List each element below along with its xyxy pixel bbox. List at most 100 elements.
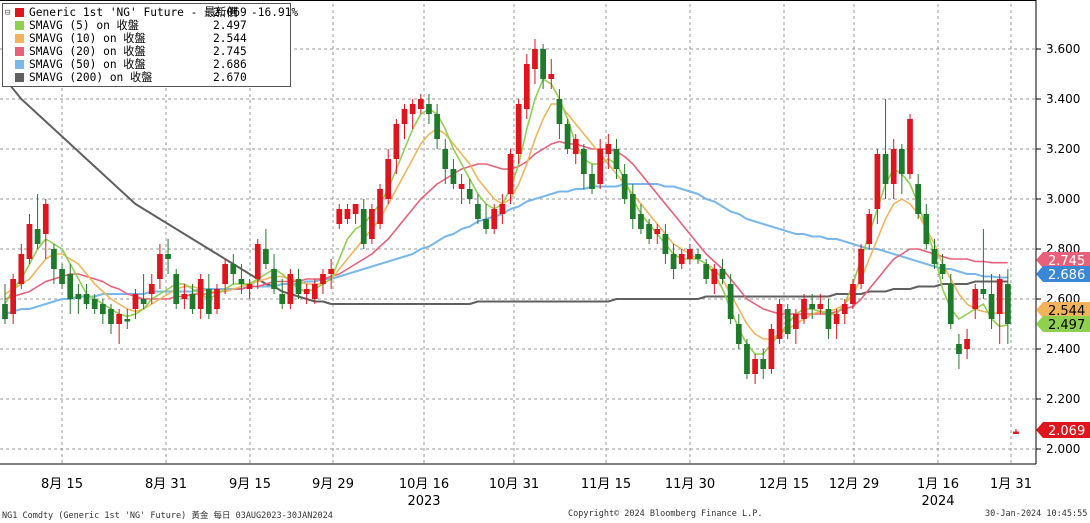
candle-body [409, 104, 416, 114]
x-tick-label: 8月 15 [41, 477, 83, 492]
candle-body [996, 279, 1003, 314]
legend-row: ⊟ Generic 1st 'NG' Future - 最新價 2.069 -16.9… [5, 6, 298, 19]
candle-body [99, 304, 106, 314]
candle-body [581, 149, 587, 174]
x-tick-label: 11月 30 [665, 477, 715, 492]
candle-body [956, 344, 962, 354]
candle-body [833, 314, 840, 324]
candle-body [442, 149, 449, 169]
candlesticks [2, 39, 1019, 434]
candle-body [825, 309, 832, 329]
year-label: 2023 [407, 494, 440, 509]
candle-body [654, 229, 661, 234]
candle-body [793, 314, 799, 329]
candle-body [760, 359, 767, 369]
candle-body [687, 249, 693, 259]
candle-body [540, 49, 546, 79]
candle-body [507, 154, 514, 194]
candle-body [719, 269, 726, 279]
candle-body [2, 304, 8, 319]
moving-average-lines [4, 78, 1008, 355]
candle-body [393, 124, 400, 159]
candle-body [711, 269, 718, 284]
legend-value: 2.670 [213, 71, 247, 84]
value-badge-label: 2.069 [1048, 424, 1085, 439]
candle-body [173, 274, 180, 304]
candle-body [907, 119, 913, 174]
candle-body [458, 184, 465, 189]
candle-body [401, 109, 408, 124]
x-tick-label: 9月 15 [229, 477, 271, 492]
value-badge [1036, 252, 1090, 268]
candle-body [311, 284, 318, 299]
candle-body [132, 294, 139, 309]
candle-body [466, 189, 473, 199]
value-badge-label: 2.745 [1048, 254, 1085, 269]
candle-body [980, 289, 987, 294]
candle-body [287, 274, 294, 304]
candle-body [646, 224, 652, 239]
value-badge [1036, 316, 1090, 332]
legend-value: 2.686 [213, 58, 247, 71]
legend-value: 2.497 [213, 19, 247, 32]
chart-legend: ⊟ Generic 1st 'NG' Future - 最新價 2.069 -16.9… [2, 3, 298, 87]
x-tick-label: 12月 29 [829, 477, 879, 492]
candle-body [1004, 284, 1011, 324]
candle-body [670, 254, 677, 269]
candle-body [784, 309, 791, 334]
candle-body [360, 209, 367, 244]
candle-body [181, 294, 188, 299]
candle-body [108, 309, 114, 324]
candle-body [890, 149, 897, 184]
candle-body [572, 139, 579, 154]
legend-change: -16.91% [251, 6, 299, 19]
candle-body [972, 289, 979, 309]
legend-row: ⊟SMAVG (200) on 收盤2.670 [5, 71, 290, 84]
candle-body [817, 304, 824, 309]
candle-body [703, 264, 710, 279]
candle-body [678, 254, 685, 264]
candle-body [328, 269, 334, 274]
legend-row: ⊟SMAVG (20) on 收盤2.745 [5, 45, 290, 58]
footer-ticker: NG1 Comdty (Generic 1st 'NG' Future) 黃金 … [2, 511, 333, 521]
x-tick-label: 10月 16 [399, 477, 449, 492]
legend-swatch [15, 34, 24, 43]
x-tick-label: 1月 16 [917, 477, 959, 492]
legend-row: ⊟SMAVG (50) on 收盤2.686 [5, 58, 290, 71]
candle-body [320, 274, 326, 284]
candle-body [67, 274, 74, 299]
candle-body [197, 279, 204, 309]
candle-body [157, 254, 163, 279]
legend-swatch [15, 21, 24, 30]
year-label: 2024 [921, 494, 954, 509]
candle-body [434, 114, 440, 139]
candle-body [1013, 431, 1019, 434]
y-tick-label: 2.400 [1046, 342, 1080, 356]
legend-label: SMAVG (20) on 收盤 [29, 45, 146, 58]
candle-body [483, 219, 489, 229]
candle-body [882, 154, 889, 184]
candle-body [417, 99, 424, 109]
value-badge-label: 2.686 [1048, 268, 1085, 283]
candle-body [735, 324, 742, 344]
candle-body [124, 319, 131, 322]
sma5-line [4, 78, 1008, 355]
candle-body [923, 214, 930, 244]
candle-body [75, 294, 82, 299]
candle-body [752, 359, 758, 374]
candle-body [556, 99, 563, 124]
legend-label: SMAVG (10) on 收盤 [29, 32, 146, 45]
candle-body [450, 169, 457, 184]
candle-body [874, 154, 881, 209]
candle-body [426, 104, 432, 114]
legend-toggle-icon[interactable]: ⊟ [5, 8, 11, 18]
candle-body [222, 264, 228, 284]
legend-label: Generic 1st 'NG' Future - 最新價 [29, 6, 238, 19]
candle-body [263, 249, 269, 264]
value-badge [1036, 302, 1090, 318]
y-tick-label: 3.600 [1046, 42, 1080, 56]
candle-body [83, 294, 90, 304]
candle-body [140, 299, 147, 304]
candle-body [148, 284, 155, 294]
